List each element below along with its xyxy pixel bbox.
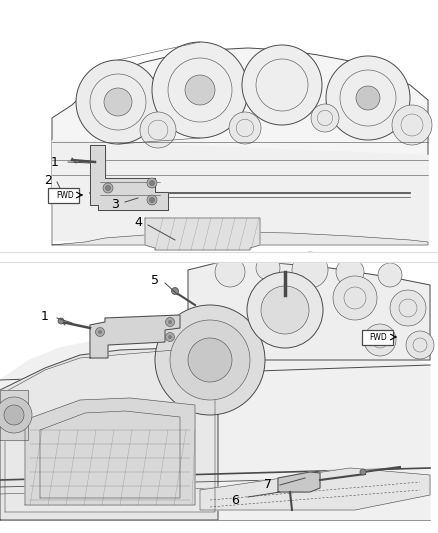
Text: 6: 6 [231, 494, 239, 506]
Circle shape [188, 338, 232, 382]
Circle shape [172, 287, 179, 295]
Circle shape [98, 330, 102, 334]
Circle shape [140, 112, 176, 148]
Circle shape [149, 181, 155, 185]
Circle shape [168, 320, 172, 324]
Text: 3: 3 [111, 198, 119, 212]
Polygon shape [188, 262, 430, 360]
Circle shape [106, 185, 110, 190]
Polygon shape [52, 205, 428, 245]
Circle shape [149, 198, 155, 203]
Polygon shape [200, 468, 430, 510]
Circle shape [356, 86, 380, 110]
Circle shape [147, 178, 157, 188]
Circle shape [292, 252, 328, 288]
Text: 7: 7 [264, 478, 272, 490]
Polygon shape [0, 252, 438, 262]
Circle shape [155, 305, 265, 415]
Circle shape [147, 195, 157, 205]
Polygon shape [90, 145, 168, 210]
Text: 2: 2 [44, 174, 52, 187]
Circle shape [378, 263, 402, 287]
Circle shape [95, 327, 105, 336]
Circle shape [215, 257, 245, 287]
Circle shape [333, 276, 377, 320]
Circle shape [311, 104, 339, 132]
Circle shape [0, 397, 32, 433]
Circle shape [360, 469, 366, 475]
Circle shape [229, 112, 261, 144]
Circle shape [168, 335, 172, 339]
Text: 5: 5 [151, 273, 159, 287]
Polygon shape [52, 140, 428, 240]
Circle shape [58, 318, 64, 324]
Text: FWD: FWD [369, 333, 387, 342]
Circle shape [326, 56, 410, 140]
Circle shape [247, 272, 323, 348]
Polygon shape [145, 218, 260, 250]
Circle shape [406, 331, 434, 359]
Circle shape [4, 405, 24, 425]
Circle shape [166, 318, 174, 327]
FancyBboxPatch shape [47, 188, 78, 203]
Polygon shape [278, 472, 320, 492]
Circle shape [261, 286, 309, 334]
Polygon shape [52, 48, 428, 240]
Circle shape [336, 258, 364, 286]
Polygon shape [0, 348, 218, 520]
Circle shape [76, 60, 160, 144]
Text: FWD: FWD [56, 190, 74, 199]
Circle shape [392, 105, 432, 145]
Circle shape [166, 333, 174, 342]
Circle shape [390, 290, 426, 326]
Polygon shape [0, 335, 430, 520]
Circle shape [364, 324, 396, 356]
Circle shape [170, 320, 250, 400]
Polygon shape [5, 350, 215, 512]
FancyBboxPatch shape [361, 329, 392, 344]
Polygon shape [25, 398, 195, 505]
Circle shape [256, 256, 280, 280]
Circle shape [185, 75, 215, 105]
Polygon shape [0, 390, 28, 440]
Text: 1: 1 [51, 156, 59, 168]
Text: 1: 1 [41, 310, 49, 322]
Circle shape [104, 88, 132, 116]
Circle shape [152, 42, 248, 138]
Circle shape [242, 45, 322, 125]
Text: 4: 4 [134, 215, 142, 229]
Polygon shape [90, 315, 180, 358]
Circle shape [103, 183, 113, 193]
